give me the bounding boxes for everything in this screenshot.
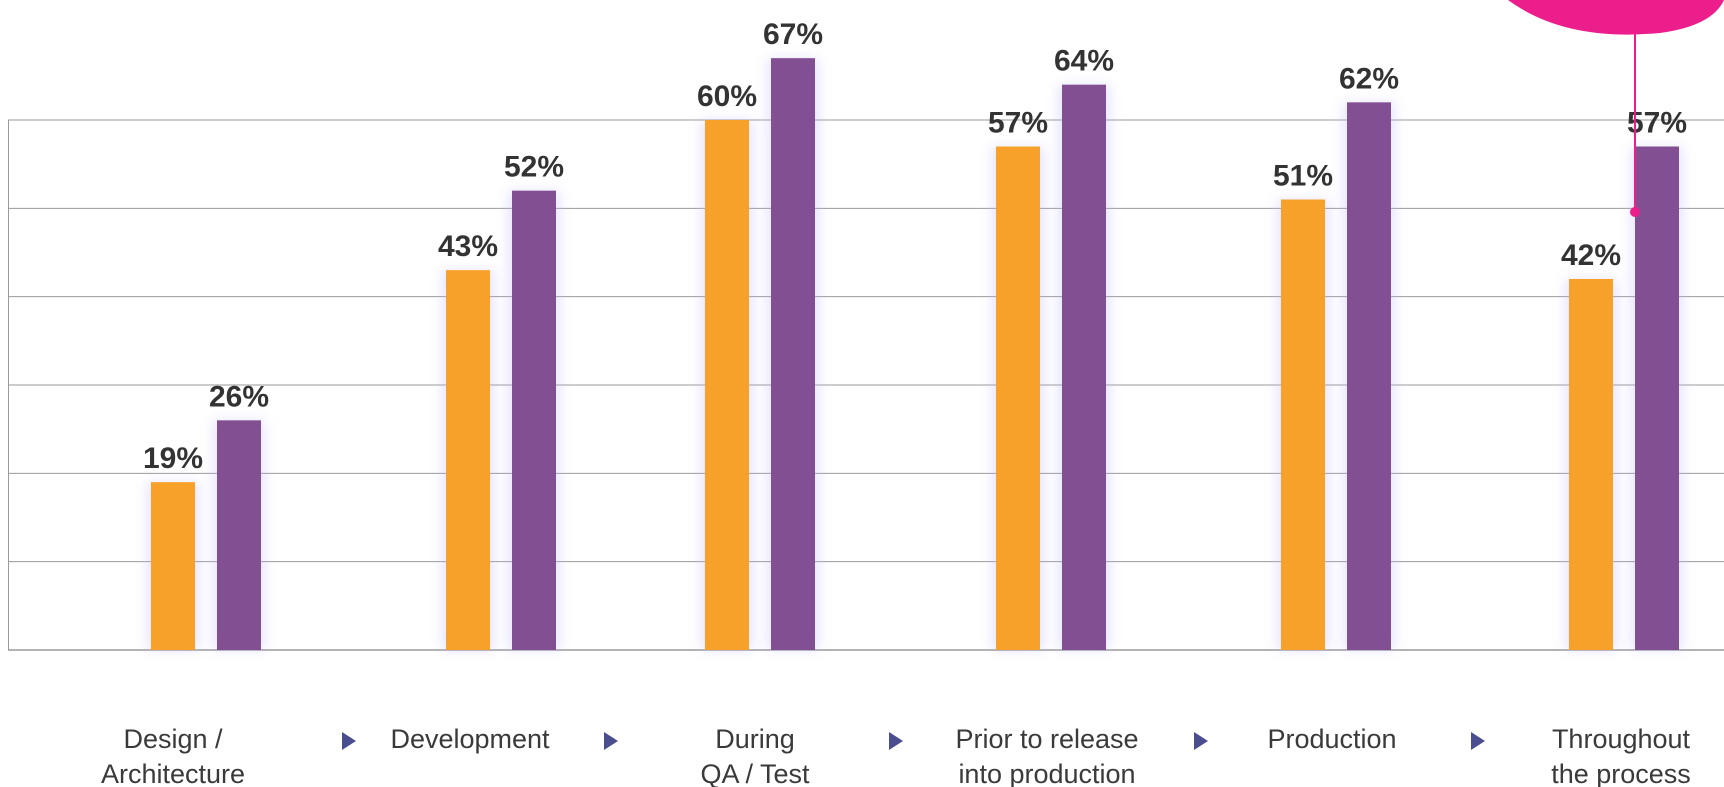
bar-series-2-4 bbox=[1062, 84, 1106, 650]
stage-separators bbox=[342, 732, 1485, 750]
bar-series-2-6 bbox=[1635, 146, 1679, 650]
bar-series-2-2 bbox=[512, 190, 556, 650]
category-label-line: the process bbox=[1551, 759, 1691, 787]
category-label-line: Production bbox=[1267, 724, 1396, 754]
gridlines bbox=[8, 119, 1724, 651]
value-labels: 19%26%43%52%60%67%57%64%51%62%42%57% bbox=[143, 18, 1687, 475]
category-label-6: Throughout the process bbox=[1551, 724, 1691, 787]
value-label-series-1-2: 43% bbox=[438, 230, 498, 263]
category-label-line: Development bbox=[390, 724, 550, 754]
triangle-right-icon bbox=[889, 732, 903, 750]
triangle-right-icon bbox=[1471, 732, 1485, 750]
bar-series-1-1 bbox=[151, 482, 195, 650]
category-label-line: into production bbox=[958, 759, 1135, 787]
category-label-line: Architecture bbox=[101, 759, 245, 787]
value-label-series-1-1: 19% bbox=[143, 442, 203, 475]
callout-dot bbox=[1630, 207, 1640, 217]
value-label-series-2-6: 57% bbox=[1627, 107, 1687, 140]
category-label-4: Prior to release into production bbox=[955, 724, 1138, 787]
callout-bubble bbox=[1508, 0, 1724, 35]
bar-series-1-5 bbox=[1281, 199, 1325, 650]
bars bbox=[151, 58, 1679, 651]
category-label-1: Design / Architecture bbox=[101, 724, 245, 787]
bar-series-1-6 bbox=[1569, 279, 1613, 650]
value-label-series-2-2: 52% bbox=[504, 151, 564, 184]
bar-series-2-5 bbox=[1347, 102, 1391, 651]
category-label-line: During bbox=[715, 724, 795, 754]
triangle-right-icon bbox=[342, 732, 356, 750]
callout-decoration bbox=[1508, 0, 1724, 217]
triangle-right-icon bbox=[1194, 732, 1208, 750]
category-label-line: Throughout bbox=[1552, 724, 1691, 754]
bar-series-1-2 bbox=[446, 270, 490, 650]
category-label-line: QA / Test bbox=[700, 759, 810, 787]
value-label-series-1-5: 51% bbox=[1273, 160, 1333, 193]
bar-series-1-4 bbox=[996, 146, 1040, 650]
bar-series-2-1 bbox=[217, 420, 261, 650]
x-axis-labels: Design / Architecture Development During QA … bbox=[101, 724, 1691, 787]
value-label-series-2-5: 62% bbox=[1339, 62, 1399, 95]
category-label-3: During QA / Test bbox=[700, 724, 810, 787]
value-label-series-1-3: 60% bbox=[697, 80, 757, 113]
bar-series-1-3 bbox=[705, 120, 749, 650]
bar-series-2-3 bbox=[771, 58, 815, 650]
value-label-series-1-4: 57% bbox=[988, 107, 1048, 140]
category-label-line: Prior to release bbox=[955, 724, 1138, 754]
value-label-series-1-6: 42% bbox=[1561, 239, 1621, 272]
value-label-series-2-1: 26% bbox=[209, 380, 269, 413]
value-label-series-2-3: 67% bbox=[763, 18, 823, 51]
triangle-right-icon bbox=[604, 732, 618, 750]
category-label-5: Production bbox=[1267, 724, 1396, 754]
category-label-2: Development bbox=[390, 724, 550, 754]
value-label-series-2-4: 64% bbox=[1054, 45, 1114, 78]
category-label-line: Design / bbox=[123, 724, 223, 754]
